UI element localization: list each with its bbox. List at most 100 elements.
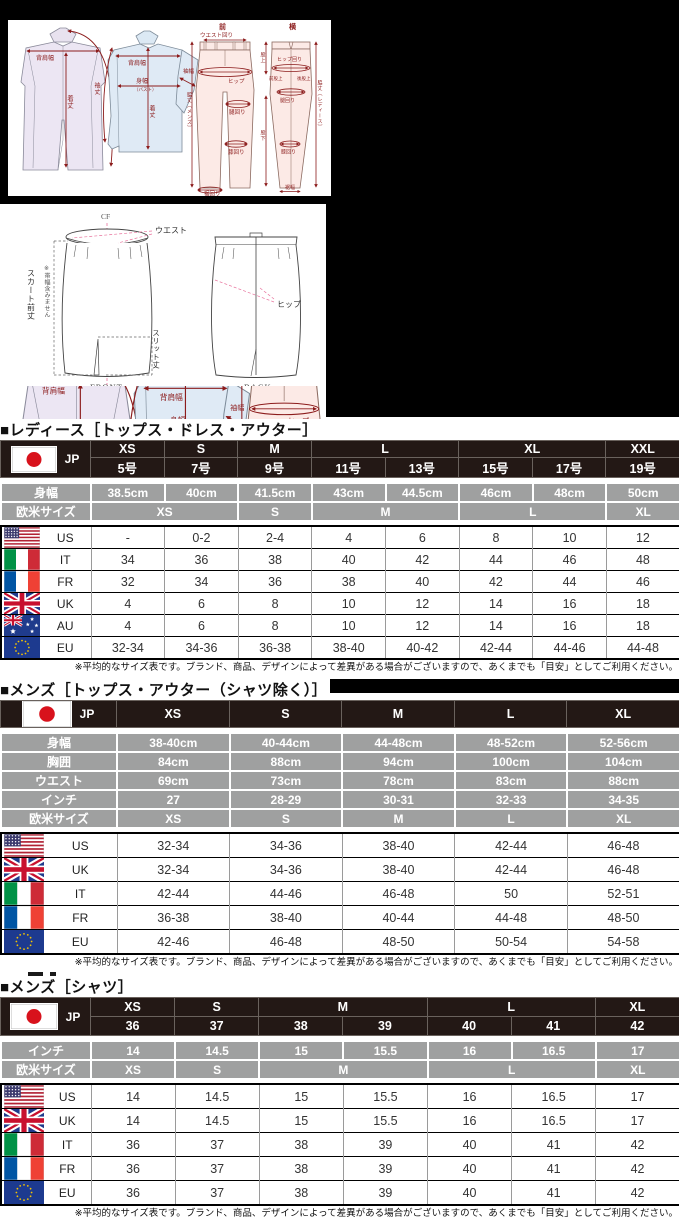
country-code: EU <box>44 935 117 949</box>
size-cell: 38 <box>259 1181 343 1206</box>
flag-eu-icon <box>4 637 40 658</box>
size-header-cell: L <box>311 441 458 458</box>
size-header-cell: M <box>259 998 427 1017</box>
spec-cell: L <box>428 1060 596 1079</box>
size-cell: 17 <box>596 1084 679 1109</box>
size-cell: 18 <box>606 615 679 637</box>
country-code: UK <box>44 863 117 877</box>
size-header-cell: XXL <box>606 441 679 458</box>
size-cell: 8 <box>238 593 312 615</box>
size-cell: 4 <box>91 615 165 637</box>
spec-cell: 83cm <box>455 771 568 790</box>
size-cell: 36 <box>91 1181 175 1206</box>
size-cell: 38 <box>259 1157 343 1181</box>
pants-side-hip-label: ヒップ回り <box>277 57 302 63</box>
country-label-cell: UK <box>1 1109 91 1133</box>
size-cell: 14.5 <box>175 1109 259 1133</box>
size-header-cell: XS <box>117 701 230 728</box>
spec-cell: 28-29 <box>230 790 343 809</box>
size-header-cell: 9号 <box>238 458 312 478</box>
pants-side-hem-width-label: 裾幅 <box>285 184 295 191</box>
spec-cell: 69cm <box>117 771 230 790</box>
country-code: FR <box>44 1162 91 1176</box>
shirt-width-label: 身幅 <box>136 77 148 85</box>
country-label-cell: IT <box>1 882 117 906</box>
size-cell: 6 <box>165 593 239 615</box>
size-cell: 37 <box>175 1181 259 1206</box>
spec-cell: 100cm <box>455 752 568 771</box>
size-cell: 14 <box>459 615 533 637</box>
shirt-length-label: 着丈 <box>148 104 155 119</box>
size-header-cell: 38 <box>259 1017 343 1036</box>
size-header-cell: 7号 <box>164 458 238 478</box>
spec-cell: XL <box>567 809 679 828</box>
country-label-cell: FR <box>1 1157 91 1181</box>
cf-label: CF <box>101 212 110 221</box>
size-cell: 6 <box>165 615 239 637</box>
size-cell: 15.5 <box>343 1109 427 1133</box>
size-header-cell: XL <box>567 701 679 728</box>
black-filler <box>326 204 679 417</box>
spec-cell: 15 <box>259 1041 343 1060</box>
size-cell: 46-48 <box>342 882 455 906</box>
country-code: FR <box>40 575 91 589</box>
size-cell: 0-2 <box>165 526 239 549</box>
image-artifact <box>50 972 56 976</box>
spec-cell: L <box>459 502 606 521</box>
size-chart-page: 背肩幅 着丈 裄丈 背肩幅 身幅 （バスト） <box>0 0 679 1165</box>
flag-us-icon <box>4 834 44 857</box>
spec-cell: XL <box>596 1060 679 1079</box>
size-header-cell: 39 <box>343 1017 427 1036</box>
size-header-cell: 42 <box>595 1017 679 1036</box>
size-cell: 32-34 <box>117 858 230 882</box>
pants-front-waist-label: ウエスト回り <box>200 31 233 39</box>
garment-measure-diagram: 背肩幅 着丈 裄丈 背肩幅 身幅 （バスト） <box>8 20 331 196</box>
size-cell: 15 <box>259 1109 343 1133</box>
size-cell: 37 <box>175 1133 259 1157</box>
pants-side-knee-label: 膝回り <box>281 149 296 156</box>
flag-uk-icon <box>4 858 44 881</box>
flag-fr-icon <box>4 1157 44 1180</box>
size-cell: 16 <box>533 615 607 637</box>
size-cell: 8 <box>238 615 312 637</box>
slit-length-label: スリット丈 <box>151 329 160 370</box>
spec-cell: 52-56cm <box>567 733 679 752</box>
size-cell: 44-48 <box>455 906 568 930</box>
diagram-fragment <box>6 386 326 419</box>
country-label-cell: FR <box>1 906 117 930</box>
hip-label: ヒップ <box>277 300 301 309</box>
spec-cell: 32-33 <box>455 790 568 809</box>
flag-uk-icon <box>4 1109 44 1132</box>
size-cell: 42 <box>386 549 460 571</box>
size-cell: 42 <box>596 1133 679 1157</box>
footnote: ※平均的なサイズ表です。ブランド、商品、デザインによって差異がある場合がございま… <box>0 1206 679 1220</box>
diagram-fragment-svg <box>6 386 326 419</box>
row-label: インチ <box>1 790 117 809</box>
size-cell: 36 <box>238 571 312 593</box>
size-cell: 36 <box>91 1133 175 1157</box>
size-cell: 44-48 <box>606 637 679 660</box>
size-cell: 39 <box>343 1181 427 1206</box>
country-code: IT <box>44 1138 91 1152</box>
pants-side-thigh-label: 腿回り <box>280 98 295 104</box>
jp-header-cell: JP <box>1 998 91 1036</box>
spec-cell: 14.5 <box>175 1041 259 1060</box>
spec-cell: 88cm <box>567 771 679 790</box>
size-cell: 34 <box>91 549 165 571</box>
country-label-cell: EU <box>1 1181 91 1206</box>
